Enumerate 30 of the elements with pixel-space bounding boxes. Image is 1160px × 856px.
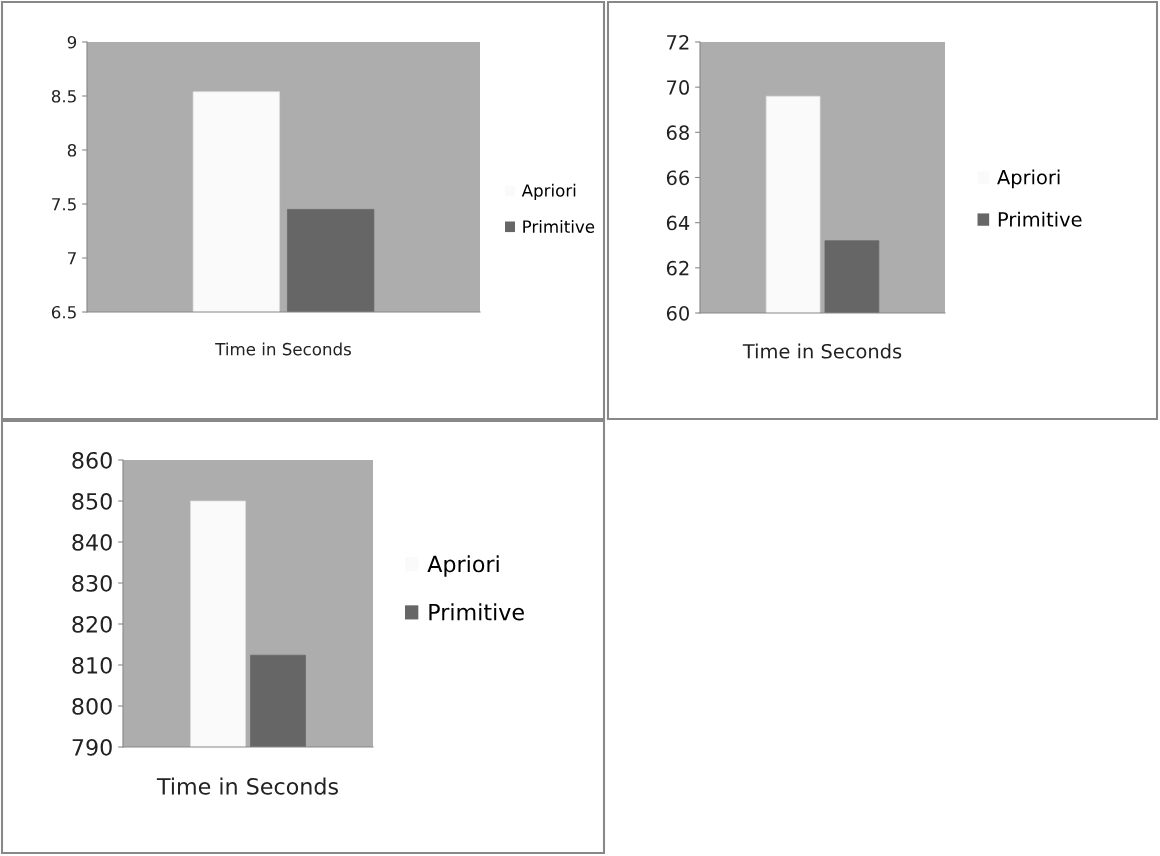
- y-tick-label: 7.5: [52, 198, 76, 211]
- x-tick-label: Time in Seconds: [742, 343, 902, 359]
- legend-label: Primitive: [523, 220, 595, 233]
- y-tick-label: 810: [72, 656, 112, 674]
- y-tick-label: 60: [666, 305, 689, 321]
- x-tick-label: Time in Seconds: [156, 777, 338, 795]
- x-tick-label: Time in Seconds: [215, 342, 351, 356]
- y-tick-label: 800: [72, 697, 112, 715]
- y-tick-label: 8.5: [51, 89, 76, 103]
- y-tick-label: 72: [667, 34, 689, 50]
- text: Apriori: [427, 555, 499, 577]
- text: Apriori: [997, 169, 1060, 189]
- y-tick-label: 6.5: [51, 305, 76, 319]
- y-tick-label: 8: [67, 143, 77, 157]
- y-tick-label: 790: [72, 738, 112, 756]
- y-tick-label: 68: [666, 125, 689, 140]
- y-tick-label: 62: [666, 260, 689, 276]
- y-tick-label: 66: [666, 170, 690, 186]
- legend-label: Primitive: [429, 603, 524, 621]
- y-tick-label: 820: [72, 615, 112, 633]
- y-tick-label: 830: [72, 574, 112, 592]
- text: Apriori: [521, 183, 576, 200]
- y-tick-label: 9: [67, 35, 77, 49]
- y-tick-label: 64: [666, 215, 690, 231]
- y-tick-label: 840: [72, 533, 112, 551]
- y-tick-label: 70: [667, 80, 689, 95]
- y-tick-label: 860: [72, 451, 112, 469]
- y-tick-label: 850: [72, 492, 112, 510]
- y-tick-label: 7: [68, 252, 76, 265]
- legend-label: Primitive: [998, 211, 1082, 227]
